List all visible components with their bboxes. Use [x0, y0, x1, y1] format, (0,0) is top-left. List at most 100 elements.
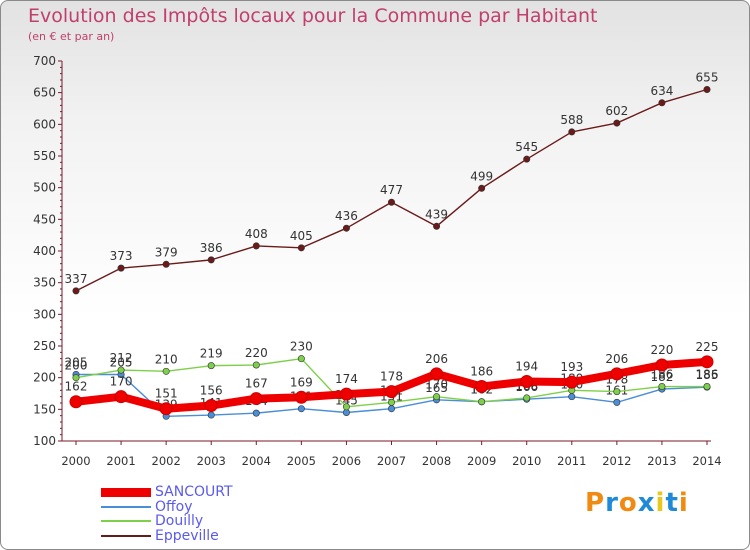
data-point-douilly — [658, 383, 666, 391]
data-point-offoy — [568, 393, 576, 401]
data-point-eppeville — [658, 99, 666, 107]
data-point-sancourt — [700, 355, 714, 369]
data-point-eppeville — [162, 260, 170, 268]
data-point-douilly — [433, 393, 441, 401]
data-label-sancourt: 174 — [335, 372, 358, 386]
y-tick-label: 650 — [33, 86, 56, 100]
data-label-sancourt: 178 — [380, 370, 403, 384]
data-label-eppeville: 379 — [155, 245, 178, 259]
data-point-eppeville — [433, 222, 441, 230]
logo-letter: t — [665, 488, 679, 518]
data-label-eppeville: 477 — [380, 183, 403, 197]
x-tick-label: 2012 — [602, 454, 631, 468]
data-label-sancourt: 206 — [605, 352, 628, 366]
y-tick-label: 200 — [33, 371, 56, 385]
data-label-sancourt: 162 — [65, 380, 88, 394]
x-tick-label: 2009 — [467, 454, 496, 468]
data-label-eppeville: 602 — [605, 104, 628, 118]
x-tick-label: 2002 — [152, 454, 181, 468]
x-tick-label: 2014 — [692, 454, 721, 468]
data-label-sancourt: 186 — [470, 365, 493, 379]
chart-subtitle: (en € et par an) — [28, 30, 115, 43]
legend-swatch-douilly — [101, 520, 151, 523]
data-label-eppeville: 337 — [65, 272, 88, 286]
data-point-eppeville — [613, 119, 621, 127]
data-point-sancourt — [249, 392, 263, 406]
data-point-eppeville — [117, 264, 125, 272]
data-point-sancourt — [430, 367, 444, 381]
data-point-douilly — [117, 366, 125, 374]
y-tick-label: 600 — [33, 117, 56, 131]
data-point-douilly — [703, 383, 711, 391]
data-point-eppeville — [568, 128, 576, 136]
data-point-sancourt — [565, 375, 579, 389]
x-tick-label: 2000 — [61, 454, 90, 468]
data-point-offoy — [613, 398, 621, 406]
data-point-sancourt — [520, 374, 534, 388]
legend-label-offoy: Offoy — [155, 498, 193, 515]
data-point-douilly — [342, 403, 350, 411]
data-point-douilly — [523, 394, 531, 402]
data-point-douilly — [478, 398, 486, 406]
logo-letter: P — [585, 488, 606, 518]
x-tick-label: 2007 — [377, 454, 406, 468]
data-label-eppeville: 436 — [335, 209, 358, 223]
logo-letter: i — [678, 488, 689, 518]
data-label-eppeville: 439 — [425, 207, 448, 221]
data-point-offoy — [297, 405, 305, 413]
data-point-douilly — [613, 388, 621, 396]
data-point-eppeville — [523, 155, 531, 163]
data-point-sancourt — [69, 395, 83, 409]
data-point-sancourt — [385, 385, 398, 399]
data-label-eppeville: 373 — [110, 249, 133, 263]
data-label-douilly: 200 — [65, 359, 88, 373]
proxiti-logo: Proxiti — [585, 488, 689, 518]
data-label-eppeville: 499 — [470, 169, 493, 183]
data-label-eppeville: 588 — [560, 113, 583, 127]
data-label-sancourt: 167 — [245, 377, 268, 391]
data-point-eppeville — [207, 256, 215, 264]
data-label-eppeville: 386 — [200, 241, 223, 255]
x-tick-label: 2010 — [512, 454, 541, 468]
data-point-sancourt — [475, 380, 489, 394]
data-point-offoy — [387, 405, 395, 413]
data-label-sancourt: 151 — [155, 387, 178, 401]
y-tick-label: 300 — [33, 307, 56, 321]
data-label-sancourt: 194 — [515, 359, 538, 373]
data-point-eppeville — [72, 287, 80, 295]
legend-item-eppeville: Eppeville — [101, 529, 233, 544]
data-label-douilly: 186 — [650, 368, 673, 382]
data-label-offoy: 165 — [425, 381, 448, 395]
data-point-offoy — [252, 409, 260, 417]
y-tick-label: 450 — [33, 212, 56, 226]
x-tick-label: 2013 — [647, 454, 676, 468]
logo-letter: o — [618, 488, 638, 518]
legend-label-douilly: Douilly — [155, 513, 204, 530]
x-tick-label: 2011 — [557, 454, 586, 468]
data-label-douilly: 170 — [425, 378, 448, 392]
data-label-eppeville: 634 — [650, 84, 673, 98]
legend: SANCOURT Offoy Douilly Eppeville — [101, 485, 233, 543]
x-tick-label: 2003 — [197, 454, 226, 468]
data-label-sancourt: 170 — [110, 375, 133, 389]
logo-letter: i — [655, 488, 666, 518]
y-tick-label: 400 — [33, 244, 56, 258]
x-tick-label: 2006 — [332, 454, 361, 468]
data-point-sancourt — [159, 402, 173, 416]
data-label-douilly: 212 — [110, 351, 133, 365]
data-point-sancourt — [294, 390, 308, 404]
data-point-sancourt — [339, 387, 353, 401]
legend-swatch-sancourt — [101, 487, 151, 497]
data-point-sancourt — [114, 390, 128, 404]
data-label-eppeville: 405 — [290, 229, 313, 243]
data-point-douilly — [387, 398, 395, 406]
data-label-eppeville: 655 — [696, 71, 719, 85]
data-label-sancourt: 206 — [425, 352, 448, 366]
data-label-sancourt: 156 — [200, 384, 223, 398]
data-label-eppeville: 545 — [515, 140, 538, 154]
legend-item-sancourt: SANCOURT — [101, 485, 233, 500]
logo-letter: x — [637, 488, 656, 518]
logo-letter: r — [605, 488, 619, 518]
data-point-eppeville — [387, 198, 395, 206]
